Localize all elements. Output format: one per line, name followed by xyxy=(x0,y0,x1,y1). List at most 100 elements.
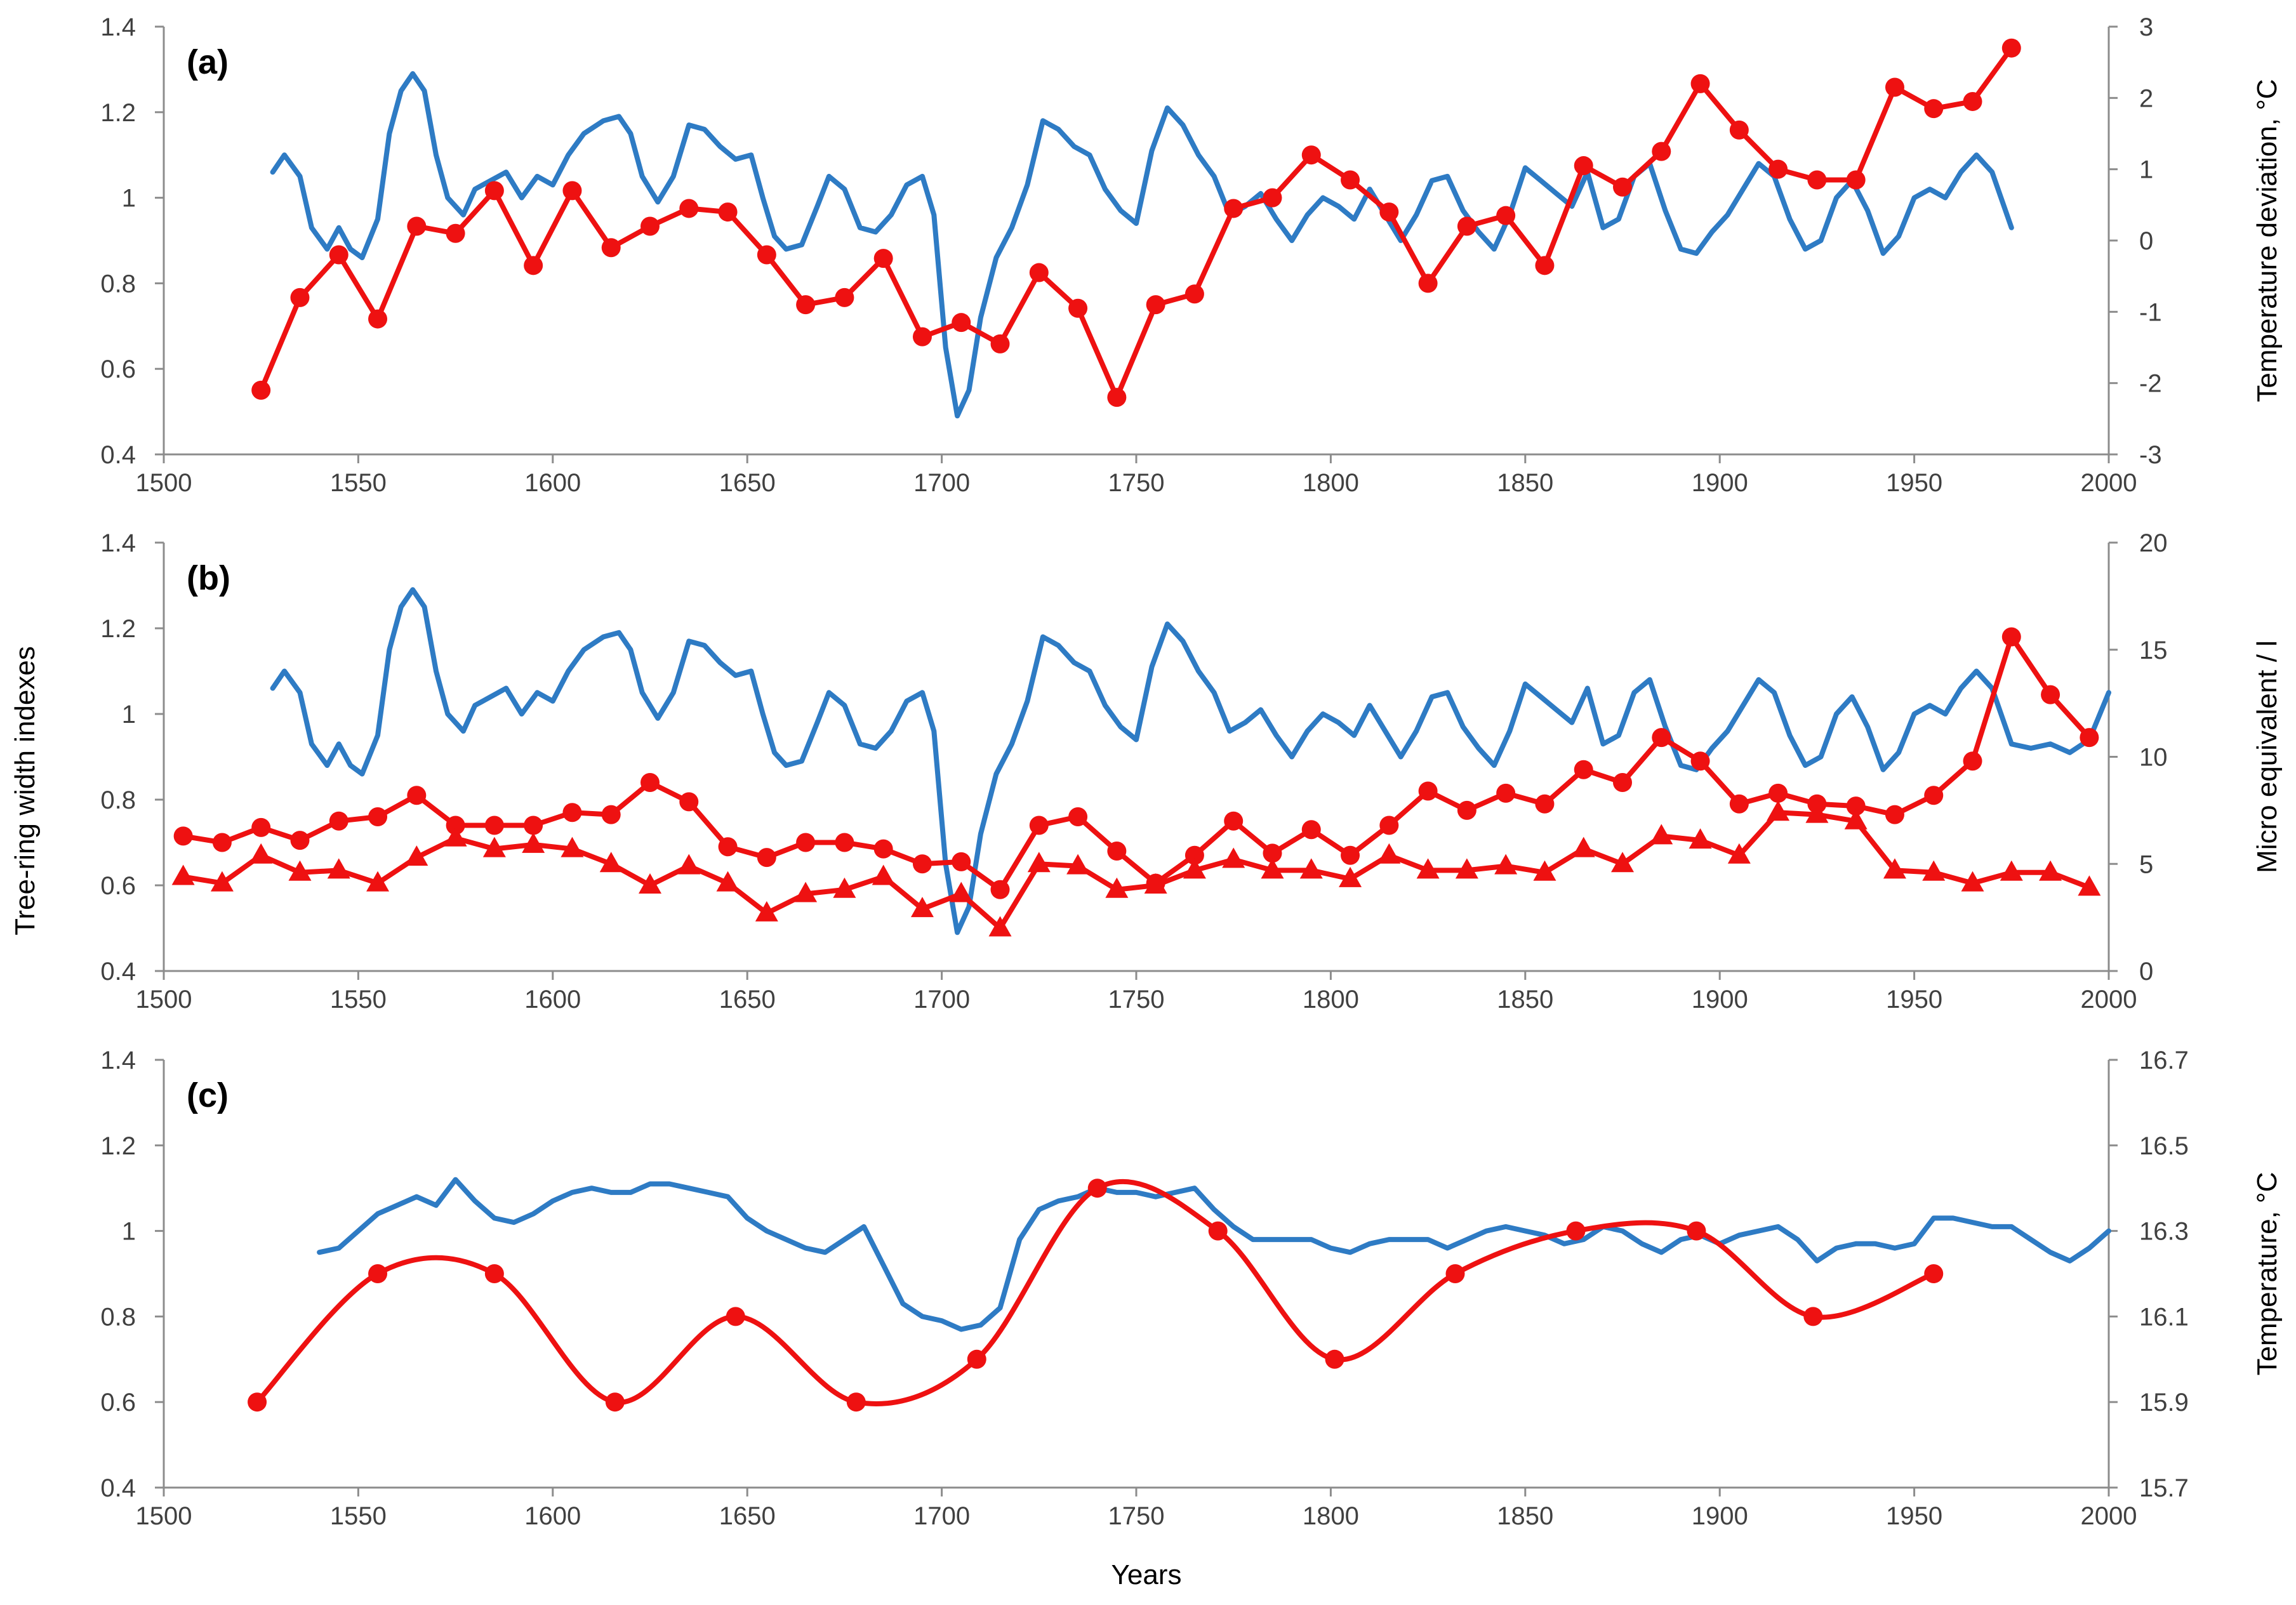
x-tick-label: 1650 xyxy=(719,469,776,497)
circle-marker xyxy=(368,1264,388,1283)
circle-marker xyxy=(1107,388,1127,407)
triangle-marker xyxy=(950,882,973,902)
left-tick-label: 1.4 xyxy=(100,13,136,41)
triangle-marker xyxy=(561,836,584,857)
right-tick-label: 16.1 xyxy=(2139,1303,2189,1331)
left-tick-label: 0.4 xyxy=(100,1474,136,1502)
x-tick-label: 1700 xyxy=(913,1502,970,1530)
circle-marker xyxy=(1325,1349,1344,1369)
triangle-marker xyxy=(1922,860,1946,881)
triangle-marker xyxy=(2039,860,2062,881)
left-tick-label: 1 xyxy=(122,1218,136,1246)
circle-marker xyxy=(757,245,776,265)
triangle-marker xyxy=(249,843,273,864)
circle-marker xyxy=(718,837,738,857)
triangle-marker xyxy=(210,871,234,892)
x-tick-label: 1800 xyxy=(1303,1502,1359,1530)
circle-marker xyxy=(1068,298,1088,318)
panel-b: 1500 1550 1600 1650 1700 1750 1800 1850 1900 1950… xyxy=(100,529,2283,1014)
circle-marker xyxy=(173,826,193,846)
circle-marker xyxy=(368,309,388,329)
circle-marker xyxy=(873,839,893,859)
circle-marker xyxy=(524,256,543,275)
right-tick-label: 16.5 xyxy=(2139,1132,2189,1160)
circle-marker xyxy=(1729,120,1749,140)
circle-marker xyxy=(1652,728,1671,748)
triangle-marker xyxy=(1105,877,1129,898)
panel-label: (c) xyxy=(187,1076,229,1114)
triangle-marker xyxy=(1883,858,1906,879)
circle-marker xyxy=(601,805,621,824)
circle-marker xyxy=(1146,295,1165,315)
circle-marker xyxy=(1379,816,1399,835)
triangle-marker xyxy=(366,871,390,892)
triangle-marker xyxy=(1689,828,1712,849)
x-tick-label: 1800 xyxy=(1303,986,1359,1014)
circle-marker xyxy=(1807,170,1827,190)
triangle-marker xyxy=(1572,836,1595,857)
left-axis-title: Tree-ring width indexes xyxy=(10,646,41,935)
triangle-marker xyxy=(1805,802,1829,823)
x-tick-label: 1850 xyxy=(1497,1502,1553,1530)
circle-marker xyxy=(835,287,854,307)
left-tick-label: 0.8 xyxy=(100,1303,136,1331)
circle-marker xyxy=(640,216,660,236)
circle-marker xyxy=(1068,807,1088,826)
triangle-marker xyxy=(2000,860,2023,881)
right-tick-label: 16.3 xyxy=(2139,1218,2189,1246)
circle-marker xyxy=(1687,1221,1706,1241)
triangle-marker xyxy=(288,860,312,881)
tree-ring-line xyxy=(317,1177,2111,1332)
triangle-marker xyxy=(1222,847,1245,868)
circle-marker xyxy=(524,816,543,835)
circle-marker xyxy=(2041,685,2060,704)
left-tick-label: 0.6 xyxy=(100,872,136,900)
triangle-marker xyxy=(1183,858,1206,879)
right-tick-label: 0 xyxy=(2139,227,2153,255)
x-tick-label: 1600 xyxy=(524,986,581,1014)
circle-marker xyxy=(1574,760,1593,779)
circle-marker xyxy=(329,245,348,265)
circle-marker xyxy=(1263,843,1282,863)
circle-marker xyxy=(1652,142,1671,161)
red-series-line xyxy=(255,1179,1937,1406)
circle-marker xyxy=(1846,796,1866,816)
triangle-marker xyxy=(405,845,428,866)
circle-marker xyxy=(1224,811,1244,831)
triangle-marker xyxy=(1339,866,1362,887)
circle-marker xyxy=(796,295,816,315)
circle-marker xyxy=(726,1307,745,1326)
x-tick-label: 1550 xyxy=(330,1502,387,1530)
x-tick-label: 1900 xyxy=(1692,986,1748,1014)
right-axis-title: Temperature, °C xyxy=(2252,1172,2283,1376)
circle-marker xyxy=(1729,794,1749,814)
circle-marker xyxy=(1379,202,1399,222)
left-tick-label: 0.8 xyxy=(100,786,136,814)
x-tick-label: 1750 xyxy=(1108,986,1165,1014)
x-tick-label: 1600 xyxy=(524,469,581,497)
circle-marker xyxy=(873,249,893,268)
circle-marker xyxy=(1184,845,1204,865)
right-tick-label: 16.7 xyxy=(2139,1047,2189,1074)
right-tick-label: 5 xyxy=(2139,850,2153,878)
x-tick-label: 1850 xyxy=(1497,469,1553,497)
circle-marker xyxy=(1457,216,1476,236)
tree-ring-line xyxy=(270,587,2111,935)
circle-marker xyxy=(1574,156,1593,176)
panel-label: (b) xyxy=(187,559,230,597)
circle-marker xyxy=(605,1392,625,1412)
triangle-marker xyxy=(833,877,856,898)
right-tick-label: 15.9 xyxy=(2139,1389,2189,1417)
x-tick-label: 1950 xyxy=(1886,1502,1942,1530)
left-tick-label: 0.6 xyxy=(100,1389,136,1417)
circle-marker xyxy=(484,816,504,835)
circle-marker xyxy=(1301,145,1321,165)
circle-marker xyxy=(1846,170,1866,190)
circle-marker xyxy=(1107,842,1127,861)
circle-marker xyxy=(446,816,465,835)
x-tick-label: 1750 xyxy=(1108,469,1165,497)
left-tick-label: 1 xyxy=(122,185,136,213)
circle-marker xyxy=(718,202,738,222)
x-tick-label: 1900 xyxy=(1692,1502,1748,1530)
